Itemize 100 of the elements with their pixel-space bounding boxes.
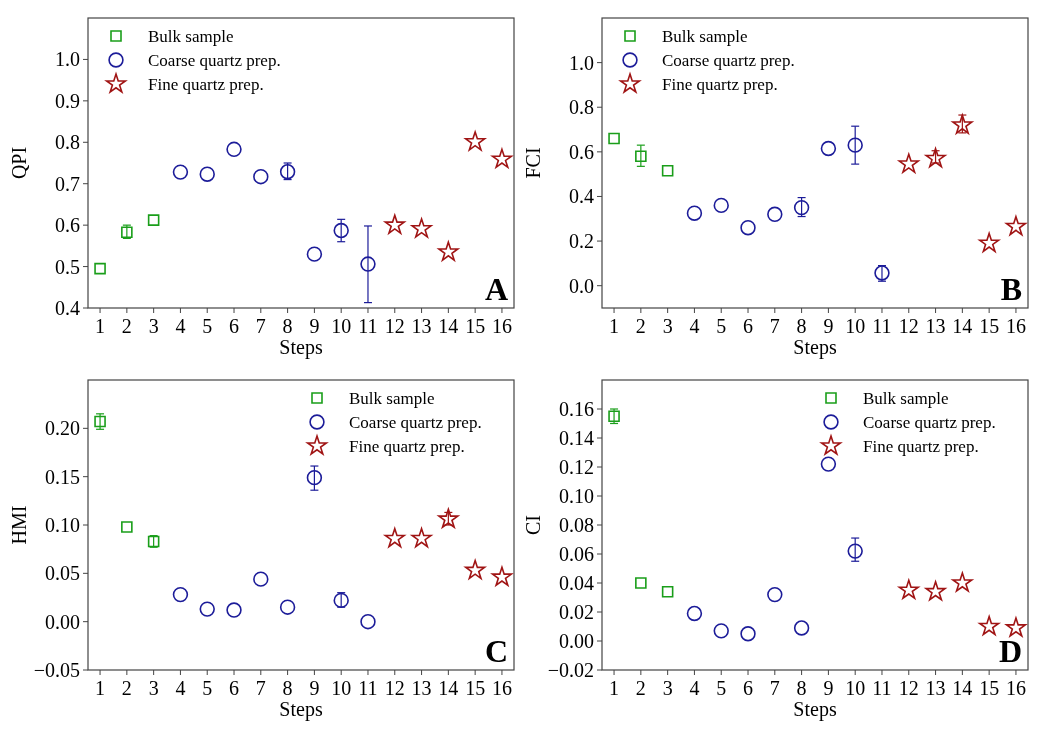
point [925,147,946,168]
point [360,256,376,272]
y-tick-label: 0.6 [569,140,594,163]
annotation: A [484,271,508,307]
x-tick-label: 4 [689,315,700,337]
y-tick-label: 0.20 [45,417,80,440]
annotation: C [484,633,508,669]
x-tick-label: 8 [282,677,293,699]
point [464,131,486,151]
y-tick-label: 1.0 [55,48,80,71]
x-tick-label: 3 [662,677,673,699]
point [491,566,513,587]
point [740,220,756,236]
point [978,615,1000,636]
y-tick-label: 0.00 [45,610,80,633]
x-tick-label: 13 [925,677,946,699]
y-tick-label: 0.10 [45,514,80,536]
y-tick-label: −0.05 [33,659,80,681]
y-tick-label: 0.4 [55,297,80,319]
point [820,456,837,472]
point [952,114,973,134]
legend-label: Bulk sample [148,27,234,46]
point [767,586,783,603]
x-tick-label: 9 [309,677,320,699]
x-tick-label: 11 [358,677,378,699]
legend-label: Fine quartz prep. [662,75,778,94]
x-tick-label: 9 [823,315,834,337]
point [847,137,863,153]
x-tick-label: 2 [121,315,132,337]
x-tick-label: 11 [872,677,892,699]
y-tick-label: 0.8 [569,96,594,119]
y-tick-label: 0.6 [55,214,80,237]
x-tick-label: 5 [716,315,727,337]
point [199,166,215,182]
x-tick-label: 4 [689,677,700,699]
legend-label: Coarse quartz prep. [349,413,482,432]
x-tick-label: 2 [635,677,646,699]
x-tick-label: 4 [175,315,186,337]
x-tick-label: 10 [845,677,866,699]
x-tick-label: 14 [952,677,973,699]
y-axis-title: FCI [522,147,544,179]
point [793,199,810,216]
point [226,141,242,158]
point [686,605,703,622]
point [147,214,160,226]
point [767,206,783,222]
point [411,218,432,238]
point [1005,617,1027,637]
point [279,599,296,615]
y-axis-title: CI [522,515,544,535]
x-tick-label: 6 [229,315,240,337]
x-tick-label: 10 [331,315,352,337]
point [952,572,973,592]
x-tick-label: 12 [384,315,405,337]
point [793,620,810,636]
point [172,586,189,603]
x-tick-label: 3 [662,315,673,337]
x-tick-label: 11 [872,315,892,337]
y-axis-title: HMI [8,505,30,545]
point [635,150,647,163]
point [608,132,620,145]
x-tick-label: 16 [491,677,512,699]
legend-label: Fine quartz prep. [349,437,465,456]
y-tick-label: 0.10 [559,485,594,507]
x-tick-label: 1 [95,315,106,337]
x-tick-label: 13 [925,315,946,337]
point [333,222,349,239]
x-tick-label: 2 [121,677,132,699]
y-tick-label: 0.16 [559,398,594,420]
x-tick-label: 1 [609,677,620,699]
point [438,241,459,261]
x-tick-label: 12 [384,677,405,699]
point [1005,215,1027,236]
point [360,613,376,630]
point [740,626,756,642]
point [686,205,703,221]
point [898,153,919,173]
y-tick-label: 0.02 [559,601,594,623]
x-tick-label: 10 [845,315,866,337]
y-tick-label: 0.4 [569,185,594,208]
y-tick-label: 0.12 [559,456,594,478]
x-tick-label: 8 [796,677,807,699]
x-tick-label: 13 [411,315,432,337]
x-tick-label: 14 [952,315,973,337]
y-tick-label: 0.04 [559,572,594,594]
point [94,262,106,275]
x-tick-label: 16 [491,315,512,337]
point [438,508,459,529]
x-tick-label: 16 [1005,315,1026,337]
x-tick-label: 13 [411,677,432,699]
y-tick-label: 0.9 [55,89,80,112]
point [661,165,674,177]
legend-label: Bulk sample [662,27,748,46]
y-tick-label: 0.5 [55,255,80,278]
x-tick-label: 15 [979,677,1000,699]
x-tick-label: 3 [148,677,159,699]
legend-label: Coarse quartz prep. [863,413,996,432]
point [411,527,432,548]
x-tick-label: 10 [331,677,352,699]
point [306,246,323,262]
